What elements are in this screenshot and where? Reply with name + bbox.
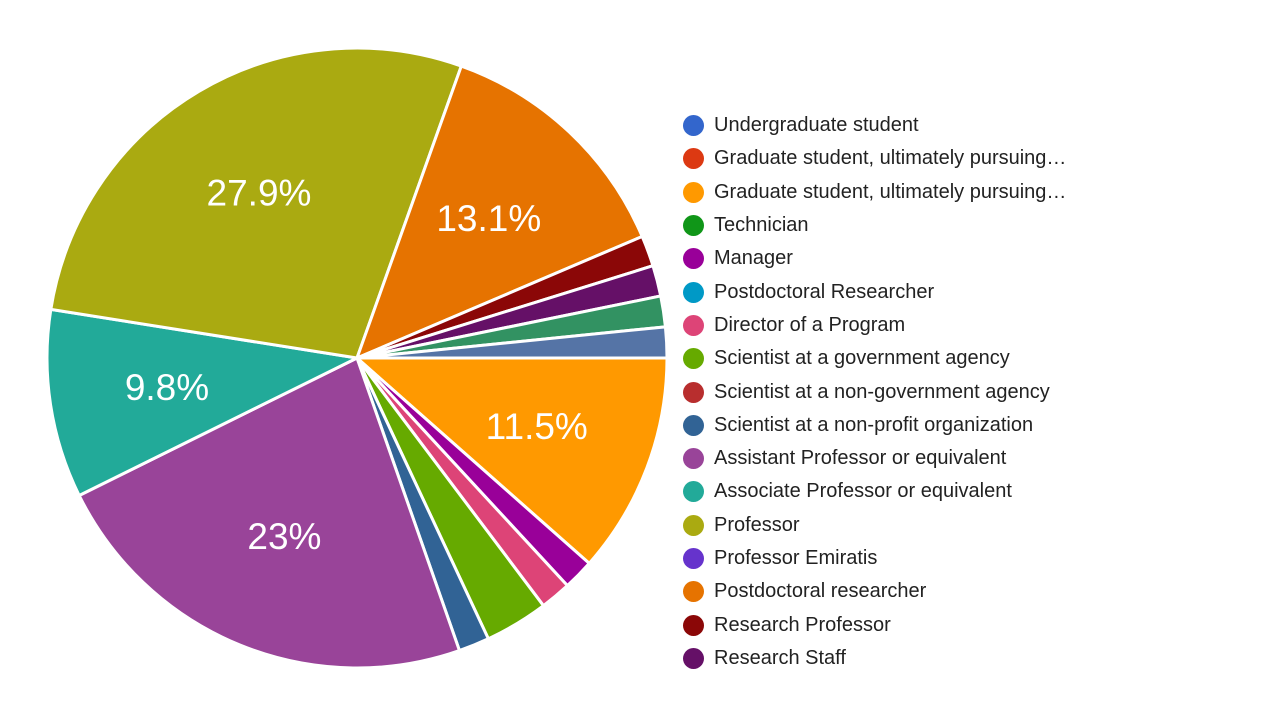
pie-slice (355, 325, 669, 360)
legend-item: Research Staff (683, 642, 1066, 675)
legend-label: Technician (714, 214, 809, 237)
legend-item: Postdoctoral researcher (683, 575, 1066, 608)
legend-swatch-icon (683, 148, 704, 170)
pie-slice (77, 356, 461, 670)
legend-item: Associate Professor or equivalent (683, 475, 1066, 508)
legend-item: Professor Emiratis (683, 542, 1066, 575)
legend-label: Scientist at a non-government agency (714, 380, 1050, 403)
legend-swatch-icon (683, 448, 704, 470)
legend-item: Scientist at a non-government agency (683, 375, 1066, 408)
legend-label: Director of a Program (714, 313, 906, 336)
legend-swatch-icon (683, 181, 704, 203)
legend-item: Manager (683, 242, 1066, 275)
legend-swatch-icon (683, 581, 704, 603)
slice-percent-label: 27.9% (207, 173, 312, 214)
legend-label: Graduate student, ultimately pursuing… (714, 180, 1067, 203)
pie-slice (49, 46, 463, 360)
legend-swatch-icon (683, 514, 704, 536)
legend-label: Postdoctoral Researcher (714, 280, 935, 303)
legend-swatch-icon (683, 381, 704, 403)
slice-percent-label: 9.8% (125, 367, 209, 408)
legend-label: Research Staff (714, 646, 846, 669)
legend-label: Graduate student, ultimately pursuing… (714, 147, 1067, 170)
legend-swatch-icon (683, 248, 704, 270)
legend-item: Research Professor (683, 608, 1066, 641)
legend-swatch-icon (683, 348, 704, 370)
legend-item: Scientist at a non-profit organization (683, 409, 1066, 442)
legend-swatch-icon (683, 614, 704, 636)
pie-chart: 11.5% 23% 9.8% 27.9% 13.1% (45, 46, 669, 670)
legend-label: Professor Emiratis (714, 547, 878, 569)
legend-label: Undergraduate student (714, 114, 919, 137)
legend-swatch-icon (683, 414, 704, 436)
pie-slice (45, 307, 359, 498)
pie-slice (355, 356, 669, 565)
legend-item: Scientist at a government agency (683, 342, 1066, 375)
legend-swatch-icon (683, 481, 704, 503)
legend-item: Assistant Professor or equivalent (683, 442, 1066, 475)
legend-label: Assistant Professor or equivalent (714, 447, 1007, 470)
pie-slice (355, 64, 644, 360)
slice-percent-label: 23% (247, 516, 321, 557)
legend-label: Manager (714, 247, 793, 270)
legend-swatch-icon (683, 314, 704, 336)
chart-legend: Undergraduate student Graduate student, u… (683, 109, 1066, 675)
legend-label: Professor (714, 513, 800, 536)
legend-label: Scientist at a government agency (714, 347, 1010, 370)
legend-item: Postdoctoral Researcher (683, 275, 1066, 308)
legend-swatch-icon (683, 115, 704, 137)
legend-label: Research Professor (714, 613, 891, 636)
legend-label: Scientist at a non-profit organization (714, 413, 1034, 436)
legend-item: Professor (683, 509, 1066, 542)
legend-item: Technician (683, 209, 1066, 242)
slice-percent-label: 13.1% (436, 198, 541, 239)
legend-label: Associate Professor or equivalent (714, 480, 1012, 503)
legend-swatch-icon (683, 215, 704, 237)
legend-item: Undergraduate student (683, 109, 1066, 142)
legend-item: Graduate student, ultimately pursuing… (683, 142, 1066, 175)
slice-percent-label: 11.5% (486, 406, 588, 447)
legend-swatch-icon (683, 647, 704, 669)
legend-label: Postdoctoral researcher (714, 580, 927, 603)
legend-swatch-icon (683, 281, 704, 303)
legend-item: Director of a Program (683, 309, 1066, 342)
legend-item: Graduate student, ultimately pursuing… (683, 176, 1066, 209)
legend-swatch-icon (683, 548, 704, 569)
